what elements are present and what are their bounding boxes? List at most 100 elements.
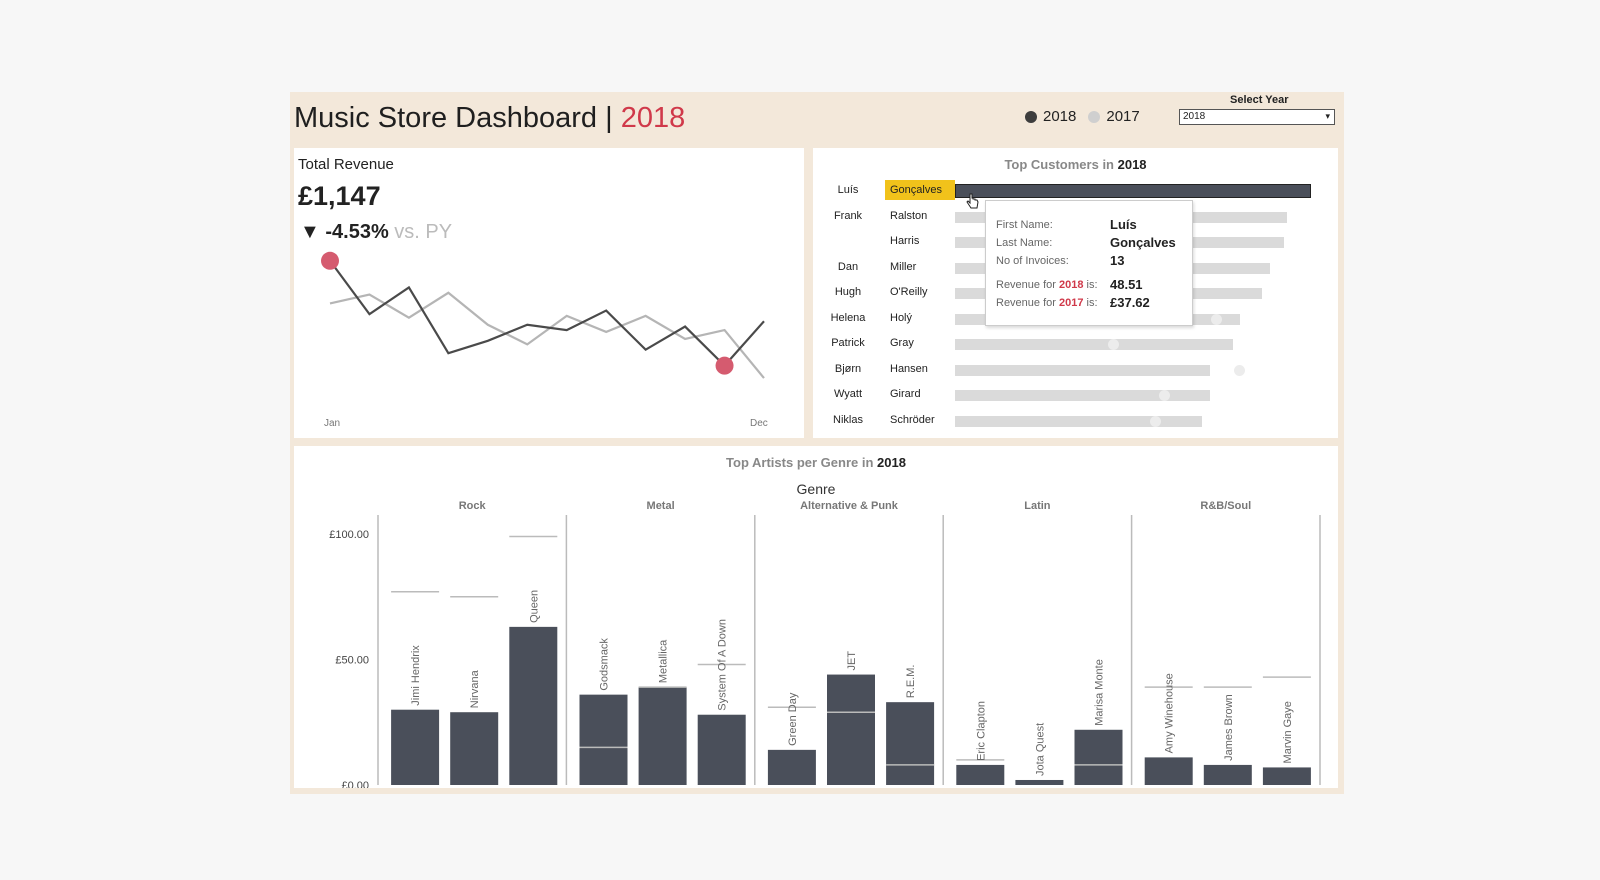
title-year: 2018	[620, 102, 686, 134]
customer-first-name: Bjørn	[834, 362, 862, 375]
legend-label-2018: 2018	[1043, 108, 1077, 125]
customer-row[interactable]: Wyatt Girard	[813, 384, 1333, 406]
artist-bar[interactable]	[827, 674, 875, 785]
customer-row[interactable]: Luís Gonçalves	[813, 180, 1333, 202]
artist-bar[interactable]	[1015, 779, 1064, 785]
artist-label: Amy Winehouse	[1164, 673, 1176, 753]
customer-first-name: Helena	[830, 311, 866, 324]
artist-bar[interactable]	[450, 712, 499, 785]
tooltip-first-name: Luís	[1110, 217, 1137, 232]
customer-last-name: Girard	[890, 388, 921, 400]
legend-dot-2018	[1025, 110, 1037, 123]
page-title: Music Store Dashboard | 2018	[294, 102, 686, 134]
artist-bar[interactable]	[509, 626, 558, 785]
kpi-delta-value: -4.53%	[325, 221, 389, 243]
customer-prior-year-marker	[1150, 415, 1162, 427]
artist-bar[interactable]	[391, 709, 440, 785]
artist-label: James Brown	[1223, 694, 1235, 761]
artist-bar[interactable]	[1074, 729, 1123, 785]
tooltip-revenue-current: 48.51	[1110, 277, 1143, 292]
select-year-label: Select Year	[1230, 94, 1289, 106]
select-year-dropdown[interactable]: 2018 ▾	[1179, 109, 1335, 125]
dashboard: Music Store Dashboard | 2018 2018 2017 S…	[290, 92, 1344, 794]
artist-label: Godsmack	[599, 638, 611, 691]
customer-last-name: Holý	[890, 311, 913, 324]
customer-row[interactable]: Niklas Schröder	[813, 410, 1333, 432]
artist-label: JET	[846, 651, 858, 671]
legend-dot-2017	[1088, 110, 1101, 123]
revenue-highlight-point[interactable]	[715, 356, 734, 375]
kpi-value: £1,147	[298, 181, 381, 211]
artist-label: Marisa Monte	[1094, 659, 1106, 726]
genre-label: Metal	[647, 500, 675, 512]
kpi-delta: ▼ -4.53% vs. PY	[300, 221, 452, 244]
y-tick-label: £0.00	[341, 780, 369, 788]
revenue-panel: Total Revenue £1,147 ▼ -4.53% vs. PY Jan…	[294, 148, 804, 438]
customer-revenue-bar[interactable]	[955, 364, 1210, 376]
customer-row[interactable]: Bjørn Hansen	[813, 359, 1333, 381]
artist-label: Queen	[528, 590, 540, 623]
customer-prior-year-marker	[1159, 390, 1171, 401]
tooltip-revenue-previous: £37.62	[1110, 295, 1150, 310]
kpi-title: Total Revenue	[298, 156, 394, 173]
artist-label: Nirvana	[469, 669, 481, 708]
artist-label: Marvin Gaye	[1282, 701, 1294, 763]
customer-revenue-bar[interactable]	[955, 390, 1210, 401]
artist-bar[interactable]	[697, 714, 746, 785]
customer-revenue-bar[interactable]	[955, 415, 1203, 427]
customer-last-name: O'Reilly	[890, 286, 928, 298]
customer-first-name: Niklas	[833, 413, 863, 426]
artist-label: Jimi Hendrix	[410, 645, 422, 706]
artist-label: Green Day	[787, 692, 799, 746]
y-tick-label: £100.00	[329, 529, 369, 541]
tooltip-last-name: Gonçalves	[1110, 235, 1176, 250]
artists-title: Top Artists per Genre in 2018	[726, 455, 906, 470]
customer-first-name: Dan	[837, 260, 859, 273]
artist-bar[interactable]	[579, 694, 628, 785]
customer-first-name: Wyatt	[833, 388, 862, 400]
cursor-hand-icon	[966, 193, 979, 209]
customer-prior-year-marker	[1107, 339, 1119, 350]
genre-label: Rock	[459, 500, 487, 512]
genre-label: R&B/Soul	[1200, 500, 1251, 512]
x-axis-end-label: Dec	[750, 418, 768, 429]
artists-bar-chart[interactable]: £100.00 £50.00 £0.00 Rock Jimi Hendrix Nirvan…	[294, 446, 1338, 788]
revenue-line-chart[interactable]	[294, 148, 804, 438]
customer-prior-year-marker	[1211, 313, 1223, 325]
top-customers-panel: Top Customers in 2018 Luís Gonçalves Frank…	[813, 148, 1338, 438]
customer-last-name: Hansen	[890, 362, 928, 375]
revenue-line-2018[interactable]	[329, 260, 765, 368]
select-year-value: 2018	[1183, 111, 1206, 122]
chevron-down-icon[interactable]: ▾	[1325, 111, 1330, 121]
customers-title: Top Customers in 2018	[1004, 157, 1147, 172]
genre-column-header: Genre	[796, 481, 836, 497]
artist-bar[interactable]	[767, 749, 816, 785]
artist-label: Eric Clapton	[975, 701, 987, 761]
genre-label: Latin	[1024, 500, 1051, 512]
customer-last-name: Harris	[890, 235, 920, 247]
artist-bar[interactable]	[1144, 757, 1193, 785]
artist-bar[interactable]	[956, 764, 1005, 785]
artist-bar[interactable]	[638, 687, 687, 785]
customer-last-name: Miller	[890, 260, 917, 273]
x-axis-start-label: Jan	[324, 418, 341, 429]
revenue-highlight-point[interactable]	[321, 251, 339, 270]
artist-bar[interactable]	[886, 702, 935, 785]
artist-label: Jota Quest	[1034, 723, 1046, 776]
revenue-line-2017[interactable]	[329, 291, 765, 379]
legend-label-2017: 2017	[1106, 108, 1140, 125]
y-tick-label: £50.00	[335, 655, 369, 667]
customer-first-name: Luís	[837, 184, 859, 196]
customer-first-name: Hugh	[834, 286, 862, 298]
artist-label: Metallica	[658, 639, 670, 683]
customer-revenue-bar[interactable]	[955, 339, 1234, 350]
customer-first-name: Patrick	[831, 337, 865, 349]
customer-last-name: Gonçalves	[885, 180, 955, 200]
customer-revenue-bar[interactable]	[955, 184, 1311, 198]
customer-tooltip: First Name: Luís Last Name: Gonçalves No o…	[985, 200, 1193, 326]
customer-last-name: Schröder	[890, 413, 935, 426]
artist-bar[interactable]	[1262, 767, 1311, 785]
artist-bar[interactable]	[1203, 764, 1252, 785]
artist-label: System Of A Down	[717, 619, 729, 711]
customer-row[interactable]: Patrick Gray	[813, 333, 1333, 355]
